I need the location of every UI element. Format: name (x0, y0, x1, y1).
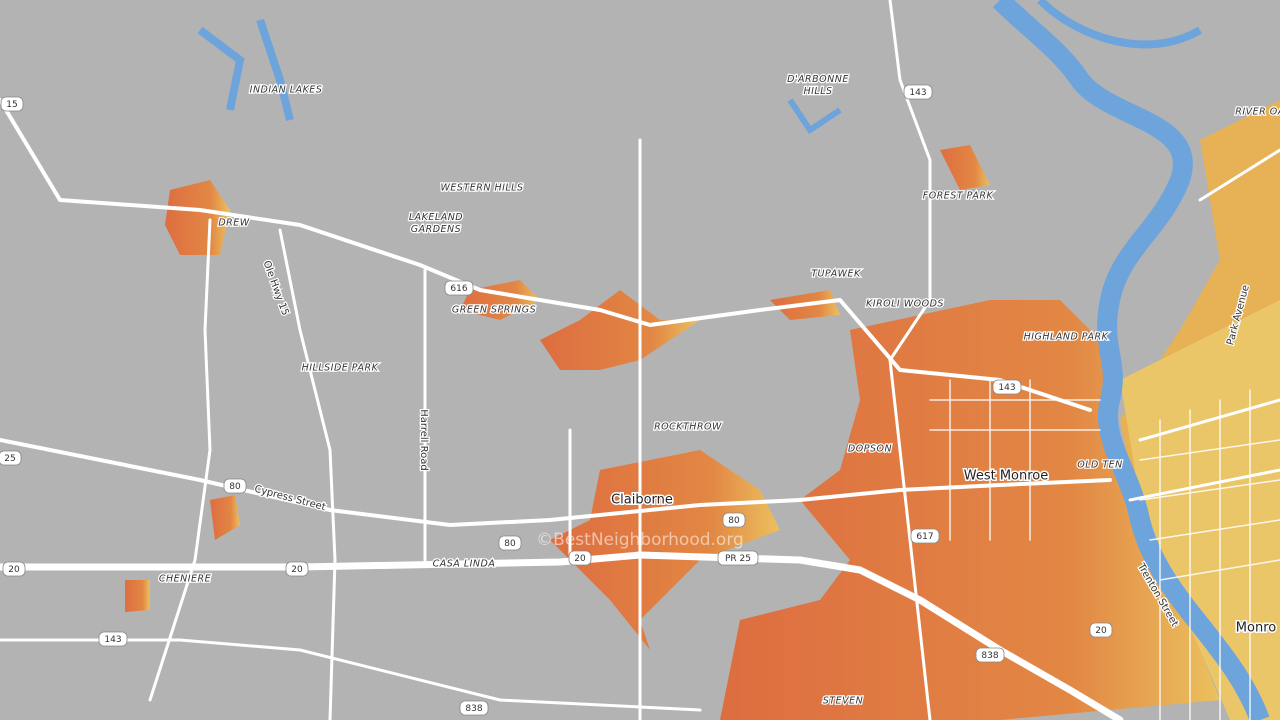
road-shield: 25 (0, 450, 22, 466)
road-shield: 20 (2, 561, 26, 577)
place-label: FOREST PARK (923, 191, 994, 202)
road-shield-label: 143 (909, 88, 926, 98)
road-shield-label: 143 (104, 635, 121, 645)
road-shield: 20 (1089, 622, 1113, 638)
place-label: RIVER OA (1235, 107, 1280, 118)
road-shield: 143 (903, 84, 933, 100)
road-shield: 143 (992, 379, 1022, 395)
road-shield-badge (975, 647, 1005, 663)
road-shield-badge (992, 379, 1022, 395)
place-label: DREW (218, 218, 249, 229)
road-shield-label: 616 (450, 284, 467, 294)
road-shield: 838 (459, 700, 489, 716)
place-label: HILLSIDE PARK (302, 363, 379, 374)
road-shield-label: 617 (916, 532, 933, 542)
road-shield-badge (717, 550, 759, 566)
heat-areas (125, 100, 1280, 720)
road-shield: 143 (98, 631, 128, 647)
road-shield-label: 80 (229, 482, 241, 492)
road-shield: 838 (975, 647, 1005, 663)
road-shield-badge (910, 528, 940, 544)
watermark: ©BestNeighborhood.org (536, 530, 744, 550)
road-shield: 80 (223, 478, 247, 494)
road-shield-label: 20 (574, 554, 586, 564)
water (197, 0, 1270, 720)
place-label-line: LAKELAND (409, 212, 463, 223)
place-label: CASA LINDA (433, 559, 496, 570)
place-label: STEVEN (823, 696, 863, 707)
road-shield-label: 80 (504, 539, 516, 549)
road-shield-badge (459, 700, 489, 716)
place-label: LAKELAND GARDENS (409, 212, 463, 235)
place-label: DOPSON (848, 444, 892, 455)
road-shield-badge (285, 561, 309, 577)
city-label: Monro (1236, 621, 1276, 636)
road-shield-label: 15 (6, 100, 17, 110)
place-label-line: HILLS (803, 86, 832, 97)
road-shield: 20 (285, 561, 309, 577)
road-shield-badge (903, 84, 933, 100)
place-label-line: GARDENS (411, 224, 461, 235)
place-label: WESTERN HILLS (440, 183, 523, 194)
road-shield: 617 (910, 528, 940, 544)
road-shield-badge (568, 550, 592, 566)
street-label: Harrell Road (418, 409, 429, 470)
place-label: GREEN SPRINGS (452, 305, 536, 316)
place-label: CHENIERE (159, 574, 211, 585)
road-shield-label: 143 (998, 383, 1015, 393)
road-shield: PR 25 (717, 550, 759, 566)
road-shield: 80 (722, 512, 746, 528)
place-label: KIROLI WOODS (866, 299, 944, 310)
road-shield-badge (0, 96, 24, 112)
road-shield-label: 838 (465, 704, 482, 714)
road-shield: 616 (444, 280, 474, 296)
place-label: D'ARBONNE HILLS (787, 74, 849, 97)
road-shield-badge (722, 512, 746, 528)
road-shield-label: 838 (981, 651, 998, 661)
place-label-line: D'ARBONNE (787, 74, 849, 85)
road-shield-badge (0, 450, 22, 466)
road-shield-badge (498, 535, 522, 551)
road-shield-label: 20 (8, 565, 20, 575)
city-label: West Monroe (964, 469, 1049, 484)
road-shield: 80 (498, 535, 522, 551)
road-shield: 15 (0, 96, 24, 112)
road-shield-badge (1089, 622, 1113, 638)
road-shield-label: 80 (728, 516, 740, 526)
road-shield-label: 20 (1095, 626, 1107, 636)
road-shield-badge (98, 631, 128, 647)
road-shield-label: 20 (291, 565, 303, 575)
place-label: TUPAWEK (811, 269, 861, 280)
road-shield-badge (2, 561, 26, 577)
place-label: ROCKTHROW (654, 422, 722, 433)
road-shield-label: PR 25 (725, 554, 751, 564)
place-label: OLD TEN (1077, 460, 1123, 471)
road-shield: 20 (568, 550, 592, 566)
road-shield-badge (444, 280, 474, 296)
place-label: INDIAN LAKES (250, 85, 323, 96)
city-label: Claiborne (611, 493, 673, 508)
road-shield-label: 25 (4, 454, 15, 464)
place-label: HIGHLAND PARK (1024, 332, 1109, 343)
road-shield-badge (223, 478, 247, 494)
